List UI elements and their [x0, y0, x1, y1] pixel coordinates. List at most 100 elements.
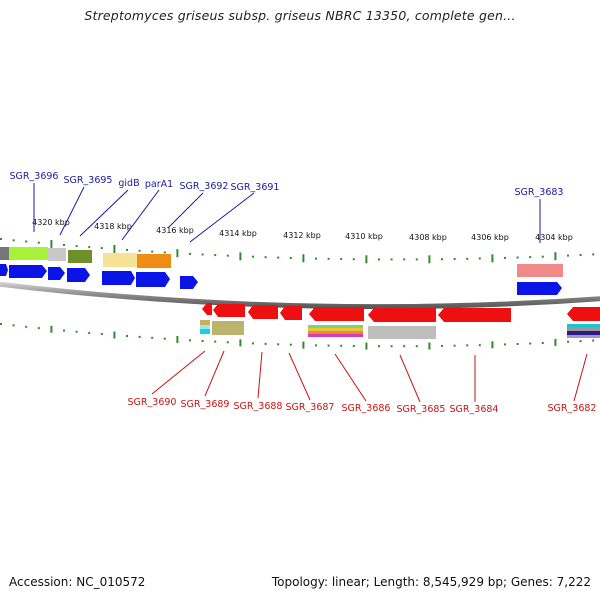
ruler-minor-tick — [315, 344, 317, 347]
reverse-gene-arrow[interactable] — [202, 303, 212, 315]
feature-band[interactable] — [103, 253, 137, 267]
feature-band[interactable] — [48, 248, 66, 261]
ruler-label-4318: 4318 kbp — [94, 222, 132, 231]
feature-band[interactable] — [212, 321, 244, 335]
ruler-minor-tick — [352, 345, 355, 347]
ruler-minor-tick — [25, 240, 28, 243]
gene-label-sgr-3692[interactable]: SGR_3692 — [180, 181, 229, 192]
forward-gene-arrow[interactable] — [136, 272, 170, 287]
forward-genes[interactable] — [0, 264, 562, 295]
ruler-minor-tick — [201, 253, 204, 256]
reverse-gene-arrow[interactable] — [368, 308, 436, 322]
reverse-gene-arrow[interactable] — [567, 307, 600, 321]
ruler-minor-tick — [252, 255, 254, 258]
ruler-minor-tick — [63, 244, 65, 246]
ruler-minor-tick — [163, 251, 166, 254]
ruler-major-tick — [365, 342, 368, 350]
gene-label-sgr-3688[interactable]: SGR_3688 — [234, 401, 283, 412]
ruler-minor-tick — [592, 253, 595, 256]
ruler-minor-tick — [441, 344, 443, 347]
ruler-minor-tick — [138, 335, 141, 338]
gene-label-sgr-3686[interactable]: SGR_3686 — [342, 403, 391, 414]
forward-gene-arrow[interactable] — [0, 264, 8, 276]
ruler-minor-tick — [0, 323, 2, 325]
feature-band[interactable] — [200, 320, 210, 325]
feature-band[interactable] — [137, 254, 171, 268]
ruler-label-4312: 4312 kbp — [283, 231, 321, 240]
ruler-minor-tick — [88, 246, 91, 249]
ruler-minor-tick — [466, 344, 469, 347]
feature-band[interactable] — [567, 335, 600, 338]
feature-band[interactable] — [308, 331, 363, 334]
ruler-major-tick — [365, 255, 368, 264]
forward-gene-arrow[interactable] — [102, 271, 135, 285]
gene-label-gidb[interactable]: gidB — [118, 178, 139, 189]
gene-label-sgr-3684[interactable]: SGR_3684 — [450, 404, 499, 415]
forward-gene-arrow[interactable] — [48, 267, 65, 280]
reverse-label-leaders — [151, 350, 588, 403]
forward-gene-arrow[interactable] — [9, 265, 47, 278]
ruler-minor-tick — [352, 258, 355, 261]
feature-band[interactable] — [308, 325, 363, 328]
upper-dot-track — [0, 238, 595, 264]
ruler-minor-tick — [289, 343, 292, 346]
ruler-minor-tick — [151, 336, 154, 339]
forward-gene-arrow[interactable] — [517, 282, 562, 295]
gene-label-para1[interactable]: parA1 — [145, 179, 173, 190]
gene-label-sgr-3695[interactable]: SGR_3695 — [64, 175, 113, 186]
forward-feature-bands[interactable] — [0, 247, 563, 277]
ruler-major-tick — [302, 254, 305, 263]
feature-band[interactable] — [308, 334, 363, 337]
gene-label-sgr-3689[interactable]: SGR_3689 — [181, 399, 230, 410]
gene-label-sgr-3690[interactable]: SGR_3690 — [128, 397, 177, 408]
reverse-feature-bands[interactable] — [200, 320, 600, 339]
feature-band[interactable] — [200, 329, 210, 334]
feature-band[interactable] — [517, 264, 563, 277]
reverse-gene-arrow[interactable] — [309, 307, 364, 321]
gene-label-sgr-3685[interactable]: SGR_3685 — [397, 404, 446, 415]
ruler-minor-tick — [441, 258, 443, 261]
gene-label-sgr-3687[interactable]: SGR_3687 — [286, 402, 335, 413]
ruler-minor-tick — [378, 258, 380, 261]
ruler-label-4310: 4310 kbp — [345, 232, 383, 241]
ruler: 4320 kbp 4318 kbp 4316 kbp 4314 kbp 4312… — [32, 218, 573, 242]
feature-band[interactable] — [200, 325, 210, 329]
ruler-major-tick — [113, 245, 116, 253]
reverse-gene-arrow[interactable] — [438, 308, 511, 322]
reverse-genes[interactable] — [202, 303, 600, 322]
ruler-minor-tick — [189, 339, 191, 342]
ruler-minor-tick — [504, 256, 506, 259]
feature-band[interactable] — [567, 327, 600, 331]
reverse-gene-arrow[interactable] — [248, 305, 278, 319]
gene-label-sgr-3683[interactable]: SGR_3683 — [515, 187, 564, 198]
feature-band[interactable] — [567, 331, 600, 335]
feature-band[interactable] — [0, 247, 9, 260]
reverse-gene-arrow[interactable] — [280, 306, 302, 320]
ruler-minor-tick — [579, 254, 582, 256]
gene-label-sgr-3691[interactable]: SGR_3691 — [231, 182, 280, 193]
ruler-minor-tick — [277, 256, 280, 259]
ruler-minor-tick — [516, 343, 519, 345]
ruler-minor-tick — [37, 241, 40, 244]
ruler-minor-tick — [25, 325, 28, 328]
ruler-minor-tick — [12, 239, 15, 242]
ruler-minor-tick — [226, 254, 229, 257]
ruler-minor-tick — [415, 258, 418, 261]
gene-label-sgr-3696[interactable]: SGR_3696 — [10, 171, 59, 182]
ruler-minor-tick — [529, 342, 532, 345]
ruler-minor-tick — [390, 345, 393, 348]
ruler-minor-tick — [403, 258, 406, 261]
feature-band[interactable] — [368, 326, 436, 339]
feature-band[interactable] — [567, 324, 600, 327]
ruler-minor-tick — [63, 329, 65, 332]
feature-band[interactable] — [308, 328, 363, 331]
feature-band[interactable] — [9, 247, 48, 260]
feature-band[interactable] — [68, 250, 92, 263]
forward-gene-arrow[interactable] — [180, 276, 198, 289]
reverse-gene-arrow[interactable] — [213, 304, 245, 317]
gene-label-sgr-3682[interactable]: SGR_3682 — [548, 403, 597, 414]
ruler-label-4306: 4306 kbp — [471, 233, 509, 242]
ruler-minor-tick — [340, 258, 343, 260]
forward-gene-arrow[interactable] — [67, 268, 90, 282]
